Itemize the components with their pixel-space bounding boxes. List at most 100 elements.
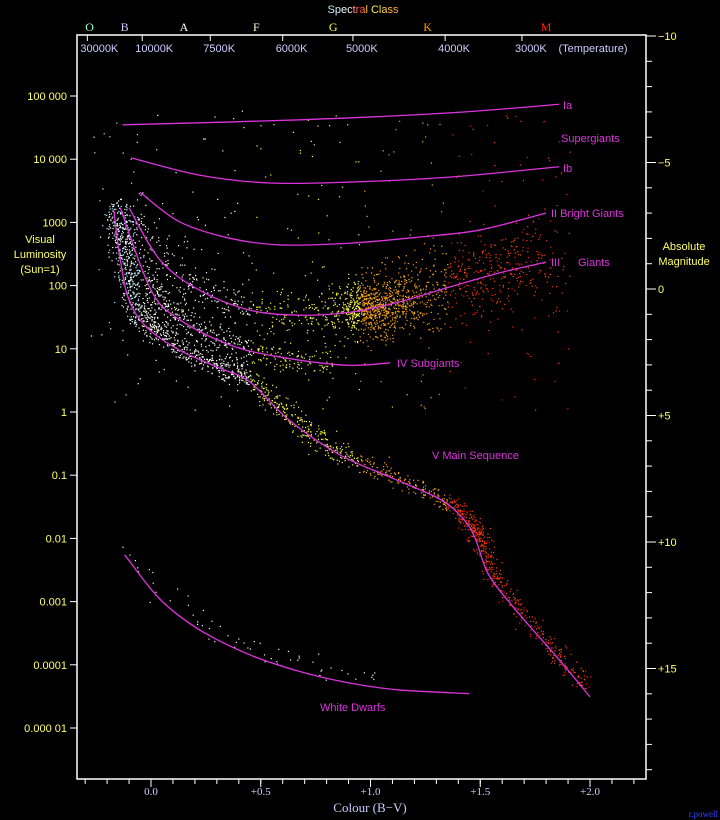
star-point xyxy=(495,573,497,575)
star-point xyxy=(385,287,387,289)
star-point xyxy=(208,344,210,347)
star-point xyxy=(167,333,169,335)
star-point xyxy=(245,340,247,343)
star-point xyxy=(259,396,261,398)
star-point xyxy=(551,286,553,288)
star-point xyxy=(376,284,378,286)
star-point xyxy=(117,205,119,207)
star-point xyxy=(301,421,304,423)
star-point xyxy=(421,258,423,260)
star-point xyxy=(511,246,513,248)
star-point xyxy=(142,192,144,194)
star-point xyxy=(515,269,517,271)
star-point xyxy=(274,358,276,360)
star-point xyxy=(425,136,427,138)
star-point xyxy=(154,294,156,296)
star-point xyxy=(515,252,517,254)
star-point xyxy=(365,292,367,294)
star-point xyxy=(119,224,121,226)
star-point xyxy=(273,356,275,358)
star-point xyxy=(133,275,135,277)
star-point xyxy=(538,238,540,241)
star-point xyxy=(256,384,258,386)
star-point xyxy=(364,317,366,319)
star-point xyxy=(297,193,299,195)
star-point xyxy=(108,211,110,213)
star-point xyxy=(119,223,121,225)
star-point xyxy=(492,575,494,577)
star-point xyxy=(225,365,227,367)
star-point xyxy=(566,194,568,196)
star-point xyxy=(514,597,517,600)
star-point xyxy=(341,294,343,296)
star-point xyxy=(195,278,197,280)
star-point xyxy=(204,224,206,226)
star-point xyxy=(468,522,470,524)
star-point xyxy=(119,227,121,229)
star-point xyxy=(251,262,253,264)
star-point xyxy=(357,342,359,344)
star-point xyxy=(194,350,196,352)
star-point xyxy=(122,330,124,332)
star-point xyxy=(437,313,439,315)
star-point xyxy=(494,271,496,273)
star-point xyxy=(117,238,119,240)
credit: r.powell xyxy=(689,809,719,819)
star-point xyxy=(374,281,376,283)
star-point xyxy=(151,307,153,309)
star-point xyxy=(173,350,175,352)
star-point xyxy=(455,277,457,279)
star-point xyxy=(357,305,359,308)
star-point xyxy=(303,309,305,311)
star-point xyxy=(370,329,372,331)
star-point xyxy=(481,549,483,552)
star-point xyxy=(128,256,130,258)
star-point xyxy=(572,670,574,672)
star-point xyxy=(223,287,225,289)
star-point xyxy=(223,379,225,381)
star-point xyxy=(398,284,400,286)
star-point xyxy=(234,300,236,302)
star-point xyxy=(238,371,240,373)
star-point xyxy=(490,556,492,558)
star-point xyxy=(364,303,366,305)
star-point xyxy=(491,267,493,269)
star-point xyxy=(563,266,565,268)
star-point xyxy=(355,301,357,303)
star-point xyxy=(265,383,268,385)
star-point xyxy=(403,275,406,278)
star-point xyxy=(339,141,341,143)
star-point xyxy=(346,309,348,311)
star-point xyxy=(420,492,423,494)
star-point xyxy=(450,326,452,329)
star-point xyxy=(376,298,378,300)
star-point xyxy=(166,264,168,266)
star-point xyxy=(229,343,231,345)
star-point xyxy=(465,290,467,292)
star-point xyxy=(368,226,370,228)
star-point xyxy=(559,661,561,663)
star-point xyxy=(478,259,481,261)
star-point xyxy=(300,418,302,420)
star-point xyxy=(397,310,400,312)
star-point xyxy=(391,314,394,316)
star-point xyxy=(432,295,434,297)
star-point xyxy=(473,528,475,530)
star-point xyxy=(398,286,400,288)
star-point xyxy=(431,184,433,186)
star-point xyxy=(129,279,131,281)
star-point xyxy=(486,569,488,571)
star-point xyxy=(477,271,479,273)
star-point xyxy=(450,263,452,265)
star-point xyxy=(127,305,129,307)
star-point xyxy=(136,141,138,143)
star-point xyxy=(378,299,380,301)
star-point xyxy=(477,529,479,531)
star-point xyxy=(514,273,516,275)
star-point xyxy=(246,342,248,344)
star-point xyxy=(336,449,338,451)
star-point xyxy=(298,655,300,657)
star-point xyxy=(347,443,349,445)
y-right-tick-label: +15 xyxy=(658,664,677,676)
star-point xyxy=(260,148,262,150)
